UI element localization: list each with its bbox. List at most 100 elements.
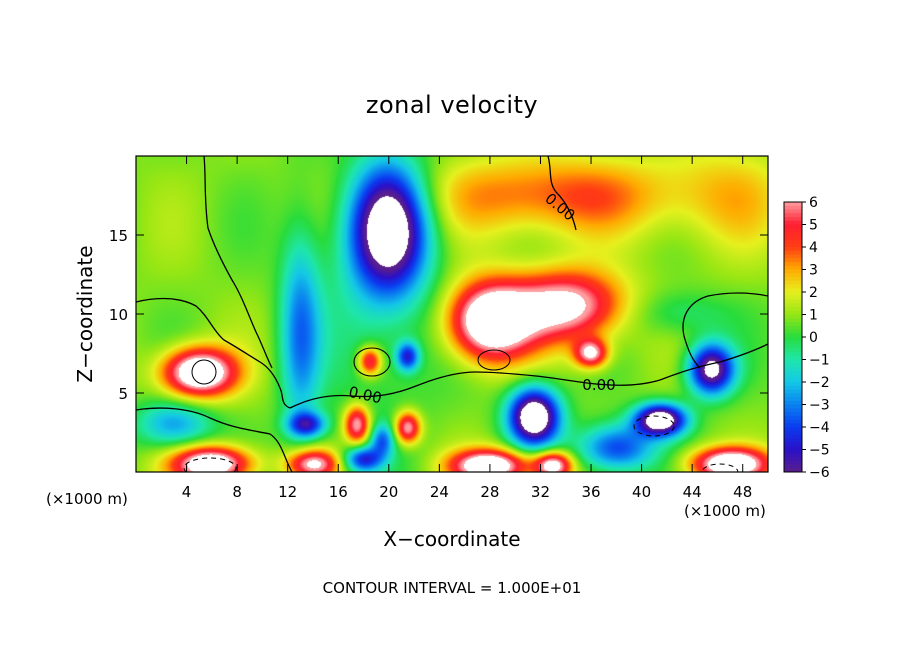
colorbar-swatch xyxy=(784,337,802,342)
colorbar-label: 5 xyxy=(809,218,818,234)
colorbar-swatch xyxy=(784,423,802,428)
colorbar-swatch xyxy=(784,385,802,390)
colorbar: 6 5 4 3 2 1 0 −1 −2 −3 −4 −5 −6 xyxy=(783,195,830,481)
colorbar-swatch xyxy=(784,329,802,334)
x-tick-label: 36 xyxy=(581,483,600,501)
zero-contour-upper xyxy=(203,156,273,369)
colorbar-swatch xyxy=(784,224,802,229)
contour-loop-center xyxy=(477,349,511,371)
colorbar-swatch xyxy=(784,228,802,233)
y-axis-label: Z−coordinate xyxy=(73,245,97,382)
colorbar-swatch xyxy=(784,307,802,312)
contour-interval-note: CONTOUR INTERVAL = 1.000E+01 xyxy=(323,579,582,597)
contour-lines xyxy=(136,156,768,472)
colorbar-swatch xyxy=(784,393,802,398)
colorbar-label: −4 xyxy=(809,420,830,436)
colorbar-swatch xyxy=(784,292,802,297)
colorbar-swatch xyxy=(784,322,802,327)
colorbar-label: −6 xyxy=(809,465,830,481)
contour-loop-dashed-bottom xyxy=(701,463,739,472)
colorbar-swatch xyxy=(784,348,802,353)
colorbar-swatch xyxy=(784,254,802,259)
y-tick-label: 10 xyxy=(109,306,128,324)
x-tick-label: 48 xyxy=(733,483,752,501)
colorbar-swatch xyxy=(784,374,802,379)
colorbar-swatch xyxy=(784,464,802,469)
chart-title: zonal velocity xyxy=(366,91,538,119)
colorbar-swatch xyxy=(784,284,802,289)
colorbar-swatch xyxy=(784,370,802,375)
y-tick-label: 15 xyxy=(109,227,128,245)
x-tick-label: 44 xyxy=(683,483,702,501)
x-tick-label: 12 xyxy=(278,483,297,501)
colorbar-swatch xyxy=(784,258,802,263)
x-tick-label: 4 xyxy=(182,483,192,501)
x-tick-label: 8 xyxy=(232,483,242,501)
colorbar-swatch xyxy=(784,340,802,345)
x-tick-label: 32 xyxy=(531,483,550,501)
colorbar-swatch xyxy=(784,378,802,383)
colorbar-swatch xyxy=(784,205,802,210)
colorbar-swatch xyxy=(784,408,802,413)
colorbar-swatch xyxy=(784,427,802,432)
colorbar-label: −1 xyxy=(809,353,830,369)
zero-contour-right xyxy=(682,292,768,369)
colorbar-swatch xyxy=(784,457,802,462)
colorbar-swatch xyxy=(784,325,802,330)
colorbar-swatch xyxy=(784,202,802,207)
colorbar-swatch xyxy=(784,209,802,214)
colorbar-swatch xyxy=(784,442,802,447)
colorbar-swatch xyxy=(784,404,802,409)
colorbar-swatch xyxy=(784,314,802,319)
colorbar-swatch xyxy=(784,273,802,278)
colorbar-swatch xyxy=(784,359,802,364)
zero-contour-lower xyxy=(136,407,293,472)
colorbar-swatch xyxy=(784,468,802,473)
colorbar-swatch xyxy=(784,318,802,323)
colorbar-label: 3 xyxy=(809,263,818,279)
x-tick-label: 40 xyxy=(632,483,651,501)
colorbar-label: −3 xyxy=(809,398,830,414)
colorbar-swatch xyxy=(784,453,802,458)
y-axis: 5 10 15 xyxy=(109,227,768,403)
colorbar-label: 1 xyxy=(809,308,818,324)
contour-label-right: 0.00 xyxy=(582,376,615,394)
x-units-label-right: (×1000 m) xyxy=(684,502,766,520)
contour-loop-dashed-left xyxy=(183,457,237,472)
colorbar-label: 4 xyxy=(809,240,818,256)
x-axis-label: X−coordinate xyxy=(383,527,520,551)
colorbar-swatch xyxy=(784,299,802,304)
colorbar-swatch xyxy=(784,250,802,255)
colorbar-swatch xyxy=(784,269,802,274)
x-tick-label: 16 xyxy=(329,483,348,501)
colorbar-swatch xyxy=(784,213,802,218)
colorbar-swatch xyxy=(784,434,802,439)
colorbar-swatch xyxy=(784,262,802,267)
zero-contour-top-right xyxy=(547,156,577,231)
colorbar-swatch xyxy=(784,220,802,225)
colorbar-swatch xyxy=(784,415,802,420)
colorbar-label: 6 xyxy=(809,195,818,211)
colorbar-swatch xyxy=(784,367,802,372)
colorbar-swatch xyxy=(784,397,802,402)
colorbar-swatch xyxy=(784,352,802,357)
x-tick-label: 20 xyxy=(379,483,398,501)
colorbar-label: −2 xyxy=(809,375,830,391)
colorbar-label: 2 xyxy=(809,285,818,301)
colorbar-swatch xyxy=(784,382,802,387)
colorbar-swatch xyxy=(784,239,802,244)
colorbar-swatch xyxy=(784,217,802,222)
colorbar-label: −5 xyxy=(809,443,830,459)
colorbar-swatch xyxy=(784,419,802,424)
colorbar-swatch xyxy=(784,445,802,450)
colorbar-swatch xyxy=(784,344,802,349)
heatmap-field xyxy=(136,156,768,472)
colorbar-swatch xyxy=(784,355,802,360)
colorbar-swatch xyxy=(784,333,802,338)
colorbar-label: 0 xyxy=(809,330,818,346)
colorbar-swatch xyxy=(784,247,802,252)
colorbar-swatch xyxy=(784,363,802,368)
colorbar-swatch xyxy=(784,232,802,237)
colorbar-swatch xyxy=(784,243,802,248)
zero-contour-left xyxy=(136,297,291,409)
